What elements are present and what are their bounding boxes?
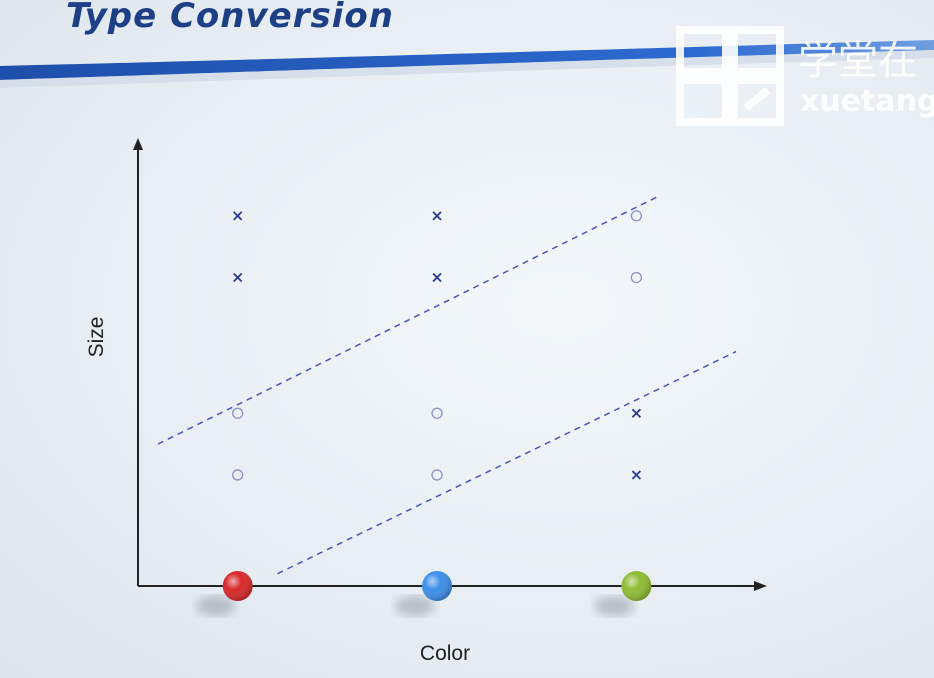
x-marker-blue-3 xyxy=(432,211,442,221)
x-marker-stroke xyxy=(432,272,442,283)
ball-shadow-green xyxy=(594,596,635,616)
x-marker-stroke xyxy=(631,470,642,480)
boundary-line-2 xyxy=(277,350,737,575)
x-axis-arrow xyxy=(754,581,767,591)
x-marker-stroke xyxy=(631,408,642,418)
o-marker-blue-4 xyxy=(431,469,443,481)
y-axis-label: Size xyxy=(85,317,108,358)
logo-text-en: xuetang xyxy=(800,84,934,119)
x-marker-red-2 xyxy=(233,272,243,283)
boundary-lines xyxy=(157,196,737,575)
boundary-line-1 xyxy=(157,196,657,445)
data-points xyxy=(232,210,643,481)
x-marker-stroke xyxy=(233,211,243,221)
xuetang-logo xyxy=(676,26,784,126)
category-ball-shade-blue xyxy=(422,571,453,601)
o-marker-red-1 xyxy=(232,407,244,419)
x-marker-stroke xyxy=(432,211,442,221)
x-marker-green-5 xyxy=(631,408,642,418)
category-ball-shade-green xyxy=(621,571,652,601)
logo-text-cn: 学堂在 xyxy=(798,38,918,84)
ball-shadow-blue xyxy=(395,596,436,616)
category-markers xyxy=(195,571,652,616)
y-axis-arrow xyxy=(133,138,143,150)
slide-title: Type Conversion xyxy=(66,0,394,36)
o-marker-green-5 xyxy=(630,210,643,222)
o-marker-green-6 xyxy=(630,271,643,284)
x-marker-blue-4 xyxy=(432,272,442,283)
x-axis-label: Color xyxy=(420,642,470,665)
x-marker-green-6 xyxy=(631,470,642,480)
ball-shadow-red xyxy=(195,596,236,616)
x-marker-red-1 xyxy=(233,211,243,221)
category-ball-shade-red xyxy=(222,571,253,601)
title-banner xyxy=(0,40,934,88)
o-marker-blue-3 xyxy=(431,407,443,419)
o-marker-red-2 xyxy=(232,469,244,481)
banner-stripe xyxy=(0,40,934,80)
x-marker-stroke xyxy=(233,272,243,283)
